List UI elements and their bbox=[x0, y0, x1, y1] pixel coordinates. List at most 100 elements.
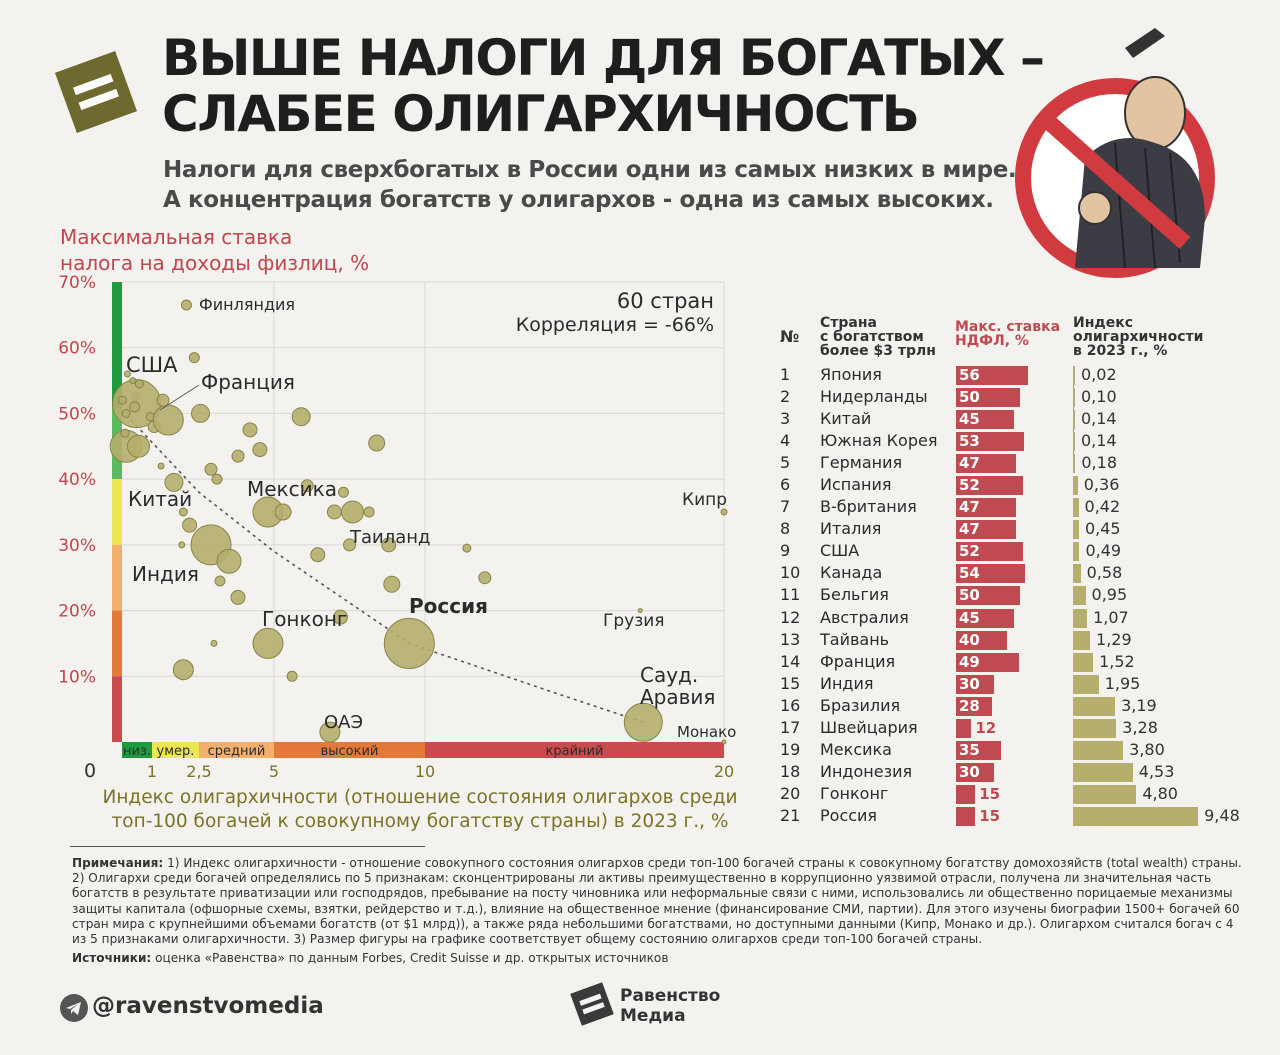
row-number: 4 bbox=[780, 431, 791, 451]
row-country: Италия bbox=[820, 519, 882, 539]
table-head-country-line-1: Страна bbox=[820, 315, 877, 331]
point-label: Китай bbox=[128, 487, 192, 511]
rate-value: 35 bbox=[959, 740, 980, 759]
point-label: Сауд. Аравия bbox=[640, 663, 715, 709]
table-row: 21 Россия 15 9,48 bbox=[770, 805, 1270, 827]
rate-value: 54 bbox=[959, 564, 980, 583]
rate-bar bbox=[956, 806, 976, 826]
data-point bbox=[129, 401, 141, 413]
index-value: 0,10 bbox=[1081, 387, 1117, 407]
row-number: 19 bbox=[780, 739, 801, 759]
index-bar bbox=[1073, 652, 1094, 672]
row-number: 12 bbox=[780, 607, 801, 627]
x-axis-title: Индекс олигархичности (отношение состоян… bbox=[100, 786, 740, 834]
index-bar bbox=[1073, 454, 1076, 474]
index-value: 1,29 bbox=[1096, 629, 1132, 649]
point-label: Гонконг bbox=[262, 607, 347, 631]
data-point bbox=[120, 428, 130, 438]
index-value: 0,18 bbox=[1081, 453, 1117, 473]
point-label: Франция bbox=[201, 370, 295, 394]
rate-value: 47 bbox=[959, 520, 980, 539]
x-band-label: средний bbox=[208, 744, 266, 759]
data-point bbox=[210, 639, 218, 647]
x-tick-label: 10 bbox=[415, 762, 435, 781]
brand-line-1: Равенство bbox=[620, 986, 721, 1006]
rate-bar bbox=[956, 696, 992, 716]
data-point bbox=[172, 659, 194, 681]
x-tick-label: 1 bbox=[147, 762, 157, 781]
rate-bar bbox=[956, 388, 1020, 408]
x-tick-label: 2,5 bbox=[186, 762, 211, 781]
table-head-rate-line-2: НДФЛ, % bbox=[955, 333, 1029, 349]
notes-text: 1) Индекс олигархичности - отношение сов… bbox=[72, 856, 1242, 947]
chart-annotation-count: 60 стран bbox=[617, 289, 714, 313]
index-bar bbox=[1073, 674, 1099, 694]
point-label: Мексика bbox=[247, 477, 337, 501]
table-row: 19 Мексика 35 3,80 bbox=[770, 739, 1270, 761]
rate-value: 49 bbox=[959, 652, 980, 671]
rate-bar bbox=[956, 718, 972, 738]
index-value: 0,02 bbox=[1081, 365, 1117, 384]
brand-line-2: Медиа bbox=[620, 1006, 686, 1026]
row-number: 21 bbox=[780, 805, 801, 825]
data-point bbox=[118, 395, 128, 405]
data-point bbox=[368, 434, 386, 452]
table-row: 12 Австралия 45 1,07 bbox=[770, 607, 1270, 629]
data-point bbox=[180, 299, 192, 311]
y-tick-label: 60% bbox=[58, 339, 96, 359]
point-label: Грузия bbox=[603, 611, 665, 631]
table-row: 7 В-британия 47 0,42 bbox=[770, 496, 1270, 518]
data-point bbox=[721, 739, 727, 745]
data-point bbox=[462, 543, 472, 553]
rate-bar bbox=[956, 564, 1026, 584]
x-axis-title-line-1: Индекс олигархичности (отношение состоян… bbox=[102, 787, 738, 808]
row-number: 13 bbox=[780, 629, 801, 649]
index-value: 0,42 bbox=[1084, 497, 1121, 517]
telegram-handle-link[interactable]: @ravenstvomedia bbox=[92, 993, 324, 1019]
trend-line bbox=[130, 419, 644, 724]
data-point bbox=[381, 537, 397, 553]
data-point bbox=[720, 508, 728, 516]
point-label-line: Сауд. bbox=[640, 663, 698, 687]
data-point bbox=[134, 379, 144, 389]
row-country: Австралия bbox=[820, 607, 909, 627]
data-point bbox=[191, 403, 210, 423]
x-band bbox=[425, 742, 724, 758]
index-value: 3,80 bbox=[1129, 739, 1165, 759]
index-bar bbox=[1073, 388, 1075, 408]
rate-bar bbox=[956, 542, 1023, 562]
data-point bbox=[242, 422, 258, 438]
table-row: 15 Индия 30 1,95 bbox=[770, 673, 1270, 695]
index-value: 3,28 bbox=[1122, 717, 1158, 737]
index-bar bbox=[1073, 542, 1080, 562]
notes-divider bbox=[70, 846, 425, 847]
rate-bar bbox=[956, 630, 1008, 650]
x-band-label: высокий bbox=[321, 744, 379, 759]
point-label: Индия bbox=[132, 562, 199, 586]
data-point bbox=[343, 538, 356, 552]
table-head-index-line-2: олигархичности bbox=[1073, 329, 1204, 345]
index-value: 0,58 bbox=[1086, 563, 1123, 583]
data-point bbox=[127, 434, 150, 458]
rate-bar bbox=[956, 454, 1017, 474]
scatter-chart: низ. умер. средний высокий крайний 70% 60% 50% 4… bbox=[58, 273, 736, 782]
telegram-icon[interactable] bbox=[60, 994, 88, 1022]
table-row: 9 США 52 0,49 bbox=[770, 540, 1270, 562]
row-country: Нидерланды bbox=[820, 387, 928, 407]
data-point bbox=[310, 547, 326, 563]
data-point bbox=[164, 472, 184, 492]
index-bar bbox=[1073, 718, 1117, 738]
row-country: Япония bbox=[820, 365, 882, 384]
subtitle-line-1: Налоги для сверхбогатых в России одни из… bbox=[163, 157, 1017, 183]
label-leader-line bbox=[159, 384, 200, 411]
data-point bbox=[121, 408, 131, 418]
equals-logo-icon bbox=[54, 50, 138, 134]
row-number: 5 bbox=[780, 453, 791, 473]
data-point bbox=[363, 506, 375, 518]
row-country: Индия bbox=[820, 673, 874, 693]
index-bar bbox=[1073, 762, 1133, 782]
rate-value: 45 bbox=[959, 608, 980, 627]
data-point bbox=[337, 486, 349, 498]
table-row: 11 Бельгия 50 0,95 bbox=[770, 584, 1270, 606]
index-bar bbox=[1073, 520, 1079, 540]
